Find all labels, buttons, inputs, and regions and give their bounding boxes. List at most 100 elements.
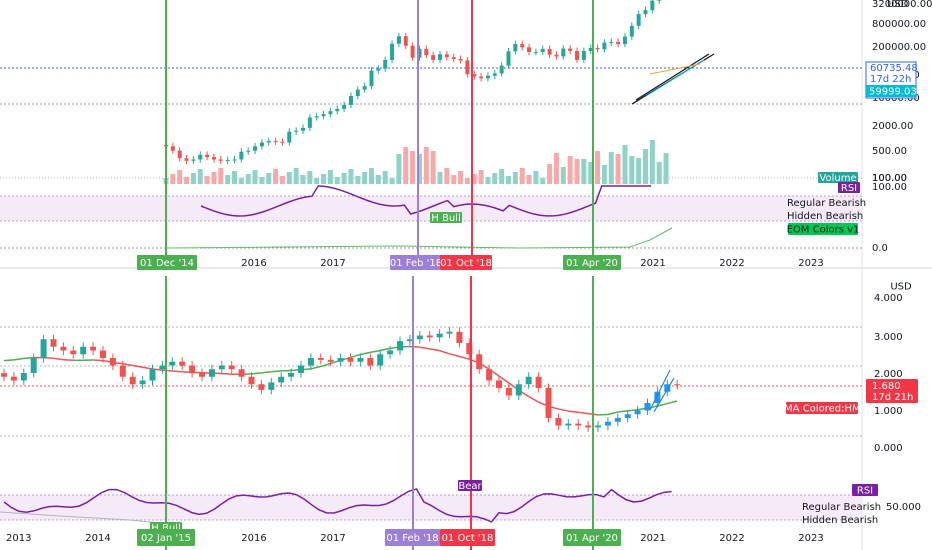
eom-value: 0.0 <box>872 243 888 254</box>
volume-bar <box>423 147 429 184</box>
candle-body <box>294 130 299 132</box>
candle-body <box>575 50 579 60</box>
bottom-divergence-line <box>0 511 161 524</box>
candle-body <box>301 127 305 131</box>
candle-body <box>476 354 483 370</box>
volume-bar <box>362 172 368 184</box>
bottom-currency-label-bg <box>886 280 916 292</box>
candle-body <box>342 104 347 109</box>
bottom-countdown: 17d 21h <box>872 392 913 403</box>
bottom-marker-date-bg <box>440 529 495 546</box>
volume-bar <box>526 175 532 184</box>
candle-body <box>205 154 210 158</box>
candle-body <box>614 418 621 422</box>
candle-body <box>40 339 47 358</box>
bottom-x-label: 2016 <box>241 533 266 544</box>
candle-body <box>321 114 326 117</box>
candle-body <box>424 48 429 56</box>
candle-body <box>268 382 275 390</box>
hma-segment <box>53 357 64 361</box>
hma-segment <box>419 346 430 350</box>
volume-bar <box>547 164 553 184</box>
candle-body <box>604 421 611 426</box>
bottom-rsi-value: 50.000 <box>886 502 921 513</box>
bottom-rsi-bear-marker: Bear <box>458 481 482 492</box>
candle-body <box>634 410 641 415</box>
hma-segment <box>578 411 589 415</box>
volume-bar <box>643 149 648 184</box>
trend-line-orange <box>649 63 701 75</box>
candle-body <box>211 157 216 160</box>
bottom-marker-date: 02 Jan '15 <box>141 533 191 544</box>
volume-bar <box>601 165 607 184</box>
eom-line <box>165 227 673 249</box>
candle-body <box>436 333 443 338</box>
bottom-x-label: 2021 <box>640 533 665 544</box>
volume-bar <box>471 174 477 184</box>
volume-bar <box>458 171 464 184</box>
bottom-legend-regular-bearish: Regular Bearish <box>802 502 881 513</box>
volume-bar <box>553 153 559 184</box>
volume-bar <box>314 178 320 184</box>
candle-body <box>266 141 271 143</box>
candle-body <box>253 146 258 151</box>
volume-bar <box>327 170 333 184</box>
candle-body <box>362 86 367 90</box>
candle-body <box>10 376 17 381</box>
bottom-y-tick: 1.000 <box>874 406 903 417</box>
candle-body <box>458 58 463 61</box>
hma-segment <box>162 369 173 372</box>
candle-body <box>218 159 223 161</box>
top-last-price: 60735.48 <box>870 63 918 74</box>
hma-segment <box>439 349 450 355</box>
candle-body <box>239 151 244 160</box>
candle-body <box>129 376 136 385</box>
volume-bar <box>560 167 566 184</box>
volume-bar <box>170 174 176 184</box>
candle-body <box>602 42 607 50</box>
candle-body <box>547 48 552 55</box>
candle-body <box>535 376 542 388</box>
top-x-label: 2022 <box>719 258 744 269</box>
candle-body <box>208 369 215 377</box>
candle-body <box>109 358 116 366</box>
hma-segment <box>409 345 420 348</box>
volume-bar <box>574 159 580 184</box>
candle-body <box>225 160 230 162</box>
volume-bar <box>403 147 409 184</box>
hma-segment <box>627 408 638 412</box>
bottom-rsi-line <box>3 488 672 523</box>
volume-bar <box>348 169 354 184</box>
candle-body <box>406 339 413 342</box>
hma-segment <box>221 372 232 375</box>
candle-body <box>609 41 614 43</box>
bottom-x-label: 2022 <box>719 533 744 544</box>
eom-label: EOM Colors v1 <box>787 225 860 236</box>
volume-bar <box>177 170 183 184</box>
volume-bar <box>663 153 669 184</box>
candle-body <box>396 36 401 44</box>
bottom-x-label: 2013 <box>6 533 31 544</box>
candle-body <box>624 414 631 418</box>
top-y-tick: 200000.00 <box>872 42 926 53</box>
top-marker-date-bg <box>440 255 492 270</box>
bottom-y-tick: 3.000 <box>874 332 903 343</box>
top-rsi-value: 100.00 <box>872 182 907 193</box>
volume-bar <box>204 176 210 184</box>
candle-body <box>198 154 203 160</box>
candle-body <box>357 358 364 362</box>
bottom-marker-date: 01 Feb '18 <box>386 533 438 544</box>
candle-body <box>298 365 304 373</box>
bottom-rsi-band <box>0 495 862 520</box>
candle-body <box>629 25 634 37</box>
candle-body <box>479 76 484 79</box>
candle-body <box>248 376 255 385</box>
candle-body <box>280 141 285 143</box>
hma-segment <box>370 349 381 354</box>
volume-bar <box>266 173 272 184</box>
candle-body <box>328 111 333 115</box>
bottom-marker-date: 01 Apr '20 <box>566 533 618 544</box>
candle-body <box>540 48 545 53</box>
volume-bar <box>252 170 258 184</box>
